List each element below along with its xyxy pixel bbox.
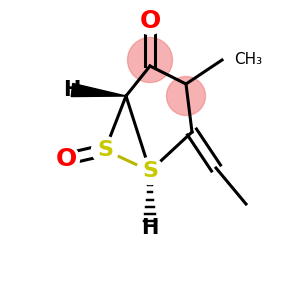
Text: H: H [63, 80, 81, 100]
Text: O: O [140, 9, 160, 33]
Text: S: S [142, 161, 158, 181]
Circle shape [52, 146, 80, 172]
Circle shape [167, 76, 206, 116]
Text: H: H [141, 218, 159, 238]
Text: S: S [97, 140, 113, 160]
Circle shape [136, 158, 164, 184]
Text: CH₃: CH₃ [234, 52, 262, 68]
Circle shape [128, 38, 172, 82]
Circle shape [92, 136, 118, 164]
Polygon shape [71, 83, 126, 97]
Circle shape [136, 8, 164, 34]
Text: O: O [56, 147, 76, 171]
